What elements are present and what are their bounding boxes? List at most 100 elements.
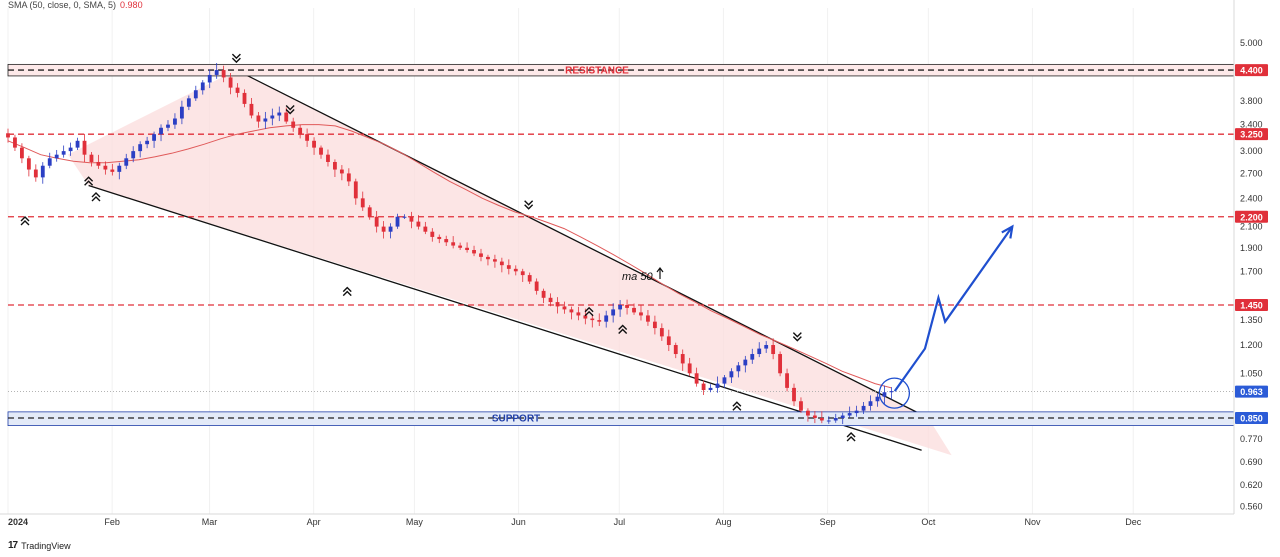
candle-body — [33, 169, 38, 178]
ma-annotation: ma 50 — [622, 271, 653, 283]
candle-body — [472, 250, 476, 254]
axes: 5.000 3.800 3.400 3.000 2.700 2.400 2.100 1.900… — [0, 0, 1268, 527]
wedge-upper-line — [236, 69, 929, 419]
x-tick-label: Dec — [1125, 517, 1142, 527]
candle-body — [652, 321, 657, 329]
candle-body — [625, 304, 629, 308]
candle-body — [235, 87, 240, 93]
candle-body — [263, 118, 268, 122]
candle-body — [513, 268, 518, 272]
candle-body — [319, 147, 323, 155]
candle-body — [736, 365, 741, 372]
candle-body — [666, 336, 671, 346]
candle-body — [673, 345, 678, 355]
candle-body — [555, 302, 560, 307]
x-tick-label: May — [406, 517, 424, 527]
candle-body — [854, 410, 859, 414]
candle-body — [291, 121, 296, 128]
candle-body — [96, 161, 101, 166]
candle-body — [861, 405, 866, 411]
candle-body — [646, 315, 650, 322]
candle-body — [305, 134, 310, 141]
candle-body — [479, 253, 483, 257]
y-tick-label: 0.620 — [1240, 480, 1263, 490]
anchor-markers — [20, 53, 856, 442]
falling-wedge — [68, 69, 952, 456]
candle-body — [6, 133, 10, 138]
y-tick-label: 0.690 — [1240, 457, 1263, 467]
y-tick-label: 2.700 — [1240, 168, 1263, 178]
candle-body — [806, 410, 810, 416]
candle-body — [708, 387, 713, 391]
indicator-label: SMA (50, close, 0, SMA, 5) — [8, 0, 117, 10]
candle-body — [117, 165, 122, 172]
candle-body — [729, 371, 734, 378]
candle-body — [249, 103, 254, 116]
candle-body — [639, 312, 643, 316]
candle-body — [840, 415, 845, 418]
candle-body — [527, 275, 532, 282]
wedge-lower-line — [88, 184, 922, 451]
candle-body — [743, 359, 748, 366]
candle-body — [499, 261, 504, 266]
candle-body — [833, 417, 838, 421]
candle-body — [256, 115, 261, 122]
y-tick-label: 1.900 — [1240, 243, 1263, 253]
candle-body — [659, 328, 664, 337]
ma50-line — [7, 124, 892, 389]
candle-body — [68, 147, 73, 152]
candle-body — [277, 112, 282, 116]
candle-body — [179, 106, 184, 119]
candle-body — [430, 231, 435, 237]
candle-body — [492, 259, 497, 262]
candle-body — [110, 169, 115, 172]
candle-body — [270, 115, 275, 119]
candle-body — [576, 312, 581, 316]
candle-body — [590, 318, 595, 321]
breakout-circle — [878, 377, 911, 409]
candle-body — [298, 127, 303, 135]
price-tag-label: 2.200 — [1240, 212, 1263, 222]
ma-arrow-icon — [656, 267, 664, 279]
candle-body — [339, 169, 344, 174]
candle-body — [799, 401, 803, 411]
y-tick-label: 1.350 — [1240, 315, 1263, 325]
candle-body — [214, 70, 219, 75]
candle-body — [145, 140, 150, 145]
y-tick-label: 5.000 — [1240, 38, 1263, 48]
candle-body — [381, 226, 386, 232]
candle-body — [207, 74, 212, 83]
candles — [6, 63, 894, 425]
candle-body — [186, 98, 191, 107]
candle-body — [868, 401, 873, 406]
double-chevron-down-icon — [231, 53, 241, 64]
price-tag-label: 4.400 — [1240, 66, 1263, 76]
candle-body — [26, 158, 31, 170]
candle-body — [687, 363, 692, 374]
candle-body — [360, 198, 365, 208]
price-tag — [1235, 128, 1268, 141]
candle-body — [312, 140, 316, 148]
candle-body — [694, 373, 699, 384]
x-tick-label: Aug — [715, 517, 731, 527]
x-tick-label: Jun — [511, 517, 526, 527]
candle-body — [812, 415, 817, 418]
level-label: RESISTANCE — [565, 66, 629, 77]
candle-body — [409, 216, 414, 222]
candle-body — [701, 383, 706, 391]
candle-body — [750, 354, 755, 360]
candle-body — [889, 391, 894, 393]
candle-body — [632, 307, 636, 313]
projection-line — [893, 225, 1014, 392]
candle-body — [541, 290, 546, 298]
candle-body — [353, 181, 358, 199]
candle-body — [423, 226, 428, 232]
indicator-value: 0.980 — [120, 0, 143, 10]
candle-body — [444, 239, 449, 243]
price-tag-label: 3.250 — [1240, 130, 1263, 140]
price-tag — [1235, 210, 1268, 223]
candle-body — [792, 387, 796, 402]
tradingview-logo-icon: 17 — [8, 540, 18, 551]
y-tick-label: 3.400 — [1240, 120, 1263, 130]
